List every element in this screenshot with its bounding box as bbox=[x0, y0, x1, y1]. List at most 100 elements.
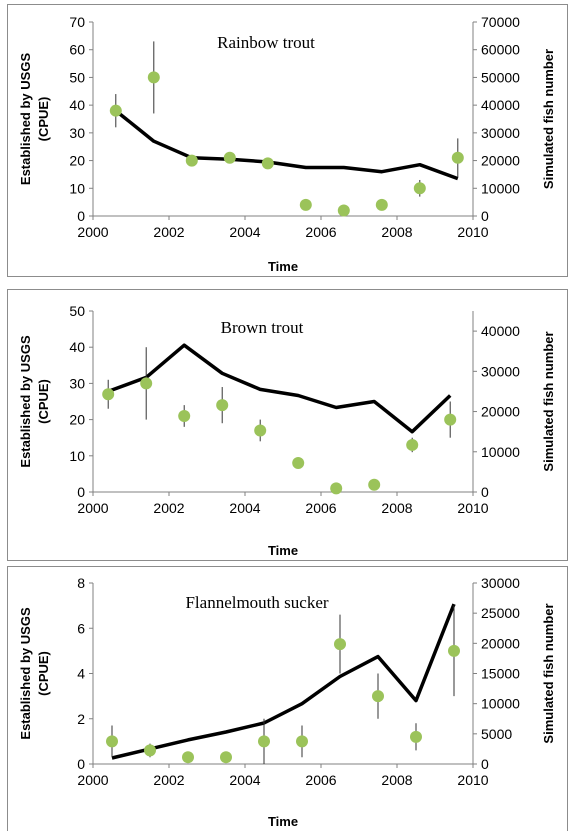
right-y-tick-label: 30000 bbox=[481, 575, 520, 591]
right-y-tick-label: 40000 bbox=[481, 323, 520, 339]
right-y-tick-label: 70000 bbox=[481, 14, 520, 30]
x-tick-label: 2000 bbox=[77, 500, 108, 516]
left-y-axis-title-line-1: Established by USGS bbox=[18, 53, 33, 186]
left-y-tick-label: 30 bbox=[69, 125, 85, 141]
right-y-tick-label: 20000 bbox=[481, 153, 520, 169]
right-y-tick-label: 40000 bbox=[481, 97, 520, 113]
observed-cpue-point bbox=[406, 438, 419, 451]
left-y-tick-label: 50 bbox=[69, 69, 85, 85]
observed-cpue-point bbox=[144, 744, 156, 757]
left-y-tick-label: 0 bbox=[77, 484, 85, 500]
right-y-tick-label: 10000 bbox=[481, 444, 520, 460]
observed-cpue-point bbox=[106, 735, 118, 748]
right-y-axis-title: Simulated fish number bbox=[541, 603, 556, 743]
observed-cpue-point bbox=[299, 198, 312, 211]
right-y-tick-label: 10000 bbox=[481, 696, 520, 712]
x-tick-label: 2008 bbox=[381, 772, 412, 788]
x-tick-label: 2010 bbox=[457, 500, 488, 516]
observed-cpue-point bbox=[223, 151, 236, 164]
right-y-tick-label: 15000 bbox=[481, 666, 520, 682]
chart-title: Rainbow trout bbox=[217, 33, 315, 52]
x-axis-title: Time bbox=[268, 543, 298, 558]
x-tick-label: 2004 bbox=[229, 772, 260, 788]
left-y-tick-label: 6 bbox=[77, 620, 85, 636]
x-tick-label: 2008 bbox=[381, 500, 412, 516]
left-y-tick-label: 60 bbox=[69, 42, 85, 58]
right-y-tick-label: 10000 bbox=[481, 180, 520, 196]
left-y-tick-label: 0 bbox=[77, 208, 85, 224]
left-y-tick-label: 40 bbox=[69, 339, 85, 355]
observed-cpue-point bbox=[292, 457, 305, 470]
right-y-tick-label: 30000 bbox=[481, 125, 520, 141]
right-y-tick-label: 30000 bbox=[481, 363, 520, 379]
left-y-axis-title-line-2: (CPUE) bbox=[36, 651, 51, 696]
observed-cpue-point bbox=[368, 478, 381, 491]
observed-cpue-point bbox=[216, 399, 229, 412]
left-y-axis-title-line-1: Established by USGS bbox=[18, 335, 33, 468]
simulated-fish-line bbox=[114, 109, 459, 181]
left-y-axis-title-line-2: (CPUE) bbox=[36, 97, 51, 142]
left-y-tick-label: 8 bbox=[77, 575, 85, 591]
x-tick-label: 2004 bbox=[229, 224, 260, 240]
observed-cpue-point bbox=[451, 151, 464, 164]
left-y-tick-label: 20 bbox=[69, 153, 85, 169]
left-y-tick-label: 40 bbox=[69, 97, 85, 113]
observed-cpue-point bbox=[448, 644, 460, 657]
observed-cpue-point bbox=[254, 424, 267, 437]
x-tick-label: 2010 bbox=[457, 224, 488, 240]
left-y-tick-label: 10 bbox=[69, 448, 85, 464]
right-y-tick-label: 60000 bbox=[481, 42, 520, 58]
right-y-tick-label: 0 bbox=[481, 756, 489, 772]
observed-cpue-point bbox=[261, 157, 274, 170]
right-y-axis-title: Simulated fish number bbox=[541, 331, 556, 471]
left-y-tick-label: 4 bbox=[77, 666, 85, 682]
left-y-tick-label: 20 bbox=[69, 412, 85, 428]
right-y-tick-label: 0 bbox=[481, 208, 489, 224]
observed-cpue-point bbox=[410, 730, 422, 743]
observed-cpue-point bbox=[258, 735, 270, 748]
chart-title: Brown trout bbox=[221, 318, 304, 337]
chart-panel-3: 0 2 4 6 8 0 5000 10000 15000 20000 25000 30000 2000 2… bbox=[7, 566, 568, 831]
panel-frame bbox=[7, 566, 568, 831]
observed-cpue-point bbox=[178, 409, 191, 422]
left-y-tick-label: 30 bbox=[69, 375, 85, 391]
observed-cpue-point bbox=[413, 182, 426, 195]
chart-title: Flannelmouth sucker bbox=[185, 593, 328, 612]
observed-cpue-point bbox=[330, 482, 343, 495]
x-tick-label: 2010 bbox=[457, 772, 488, 788]
left-y-tick-label: 70 bbox=[69, 14, 85, 30]
observed-cpue-point bbox=[334, 638, 346, 651]
left-y-tick-label: 2 bbox=[77, 711, 85, 727]
observed-cpue-point bbox=[337, 204, 350, 217]
x-axis-title: Time bbox=[268, 814, 298, 829]
observed-cpue-point bbox=[147, 71, 160, 84]
right-y-axis-title: Simulated fish number bbox=[541, 49, 556, 189]
left-y-axis-title-line-1: Established by USGS bbox=[18, 607, 33, 740]
left-y-tick-label: 0 bbox=[77, 756, 85, 772]
chart-panel-1: 0 10 20 30 40 50 60 70 0 10000 20000 30000 40000 5000… bbox=[7, 4, 568, 277]
x-tick-label: 2002 bbox=[153, 772, 184, 788]
x-tick-label: 2006 bbox=[305, 224, 336, 240]
x-axis-title: Time bbox=[268, 259, 298, 274]
observed-cpue-point bbox=[102, 388, 115, 401]
right-y-tick-label: 5000 bbox=[481, 726, 512, 742]
right-y-tick-label: 25000 bbox=[481, 605, 520, 621]
observed-cpue-point bbox=[182, 751, 194, 764]
panel-frame bbox=[7, 289, 568, 561]
observed-cpue-point bbox=[220, 751, 232, 764]
left-y-tick-label: 50 bbox=[69, 303, 85, 319]
x-tick-label: 2000 bbox=[77, 772, 108, 788]
observed-cpue-point bbox=[375, 198, 388, 211]
x-tick-label: 2002 bbox=[153, 500, 184, 516]
observed-cpue-point bbox=[444, 413, 457, 426]
simulated-fish-line bbox=[111, 603, 456, 760]
left-y-tick-label: 10 bbox=[69, 180, 85, 196]
right-y-tick-label: 20000 bbox=[481, 404, 520, 420]
observed-cpue-point bbox=[109, 104, 122, 117]
x-tick-label: 2006 bbox=[305, 500, 336, 516]
x-tick-label: 2008 bbox=[381, 224, 412, 240]
observed-cpue-point bbox=[372, 690, 384, 703]
chart-panel-2: 0 10 20 30 40 50 0 10000 20000 30000 40000 2000 2002… bbox=[7, 289, 568, 561]
panel-frame bbox=[7, 4, 568, 277]
